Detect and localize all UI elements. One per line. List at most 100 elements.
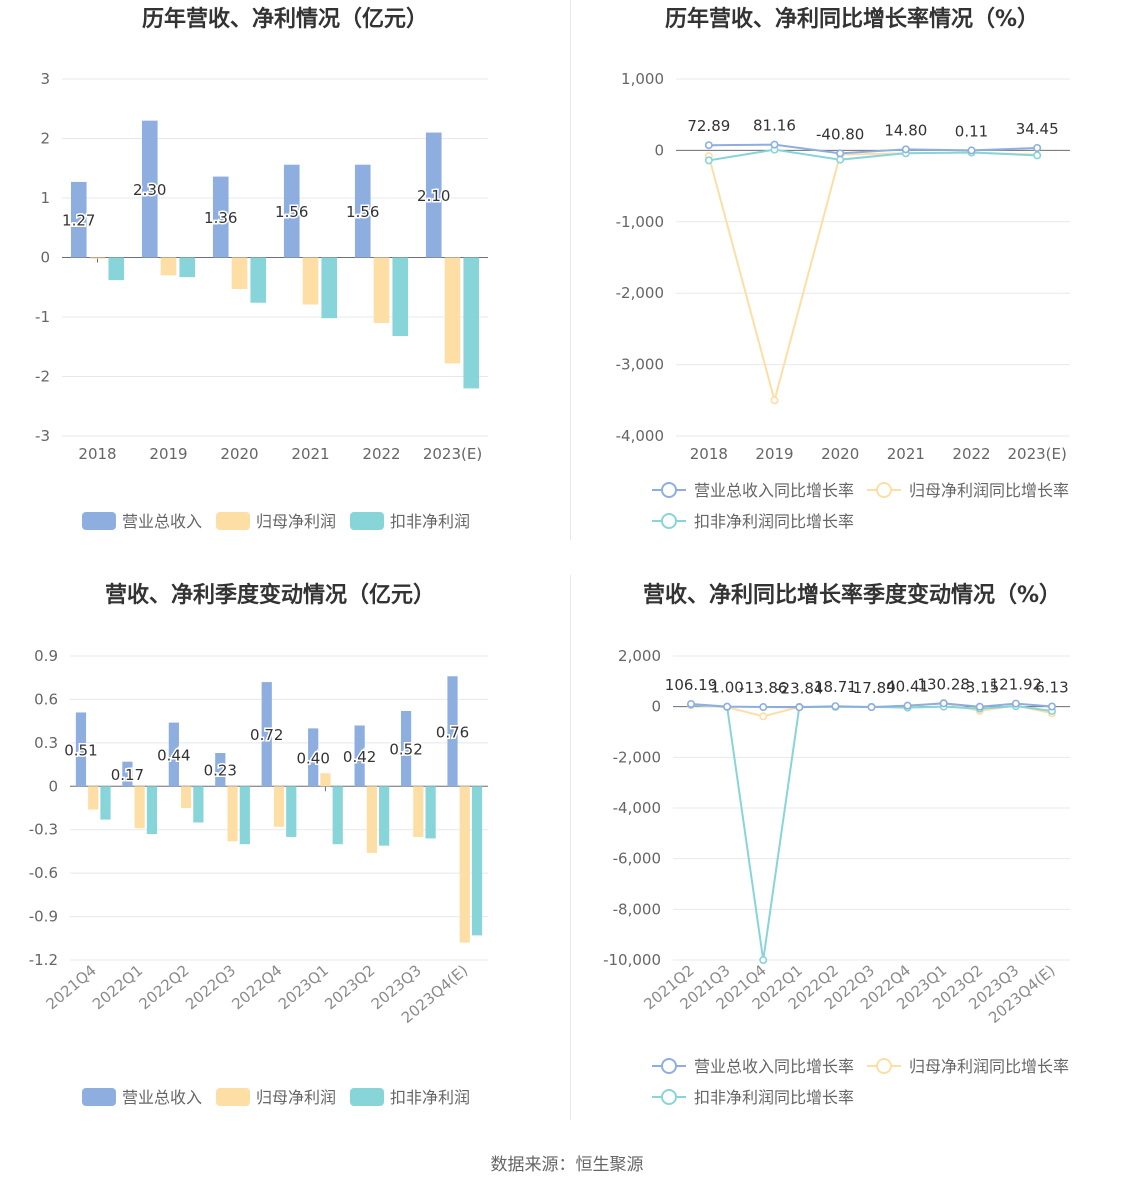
y-tick-label: -1,000: [616, 213, 664, 231]
bar-revenue: [75, 712, 87, 787]
line-value-label: 14.80: [884, 121, 927, 139]
y-tick-label: -6,000: [613, 850, 661, 868]
y-tick-label: 0.9: [34, 647, 58, 665]
bar-net-profit: [320, 773, 331, 787]
data-point: [939, 699, 948, 708]
chart-title: 营收、净利同比增长率季度变动情况（%）: [643, 582, 1061, 608]
series-line: [708, 143, 1038, 155]
bar-net-profit: [134, 786, 145, 829]
line-value-label: 106.19: [665, 676, 718, 694]
line-value-label: -17.89: [847, 679, 895, 697]
bar-revenue: [215, 752, 226, 787]
bar-value-label: 2.10: [417, 187, 450, 205]
bar-value-label: 0.72: [250, 726, 283, 744]
data-point: [795, 703, 804, 712]
legend-label: 归母净利润同比增长率: [909, 1057, 1069, 1076]
bar-revenue: [168, 722, 179, 787]
chart-title: 历年营收、净利同比增长率情况（%）: [665, 6, 1039, 32]
x-tick-label: 2021: [887, 445, 925, 463]
legend-label: 扣非净利润同比增长率: [694, 1088, 854, 1107]
bar-value-label: 0.76: [436, 723, 469, 741]
vertical-divider-bottom: [570, 575, 571, 1120]
bar-deducted-profit: [471, 786, 483, 936]
line-value-label: -40.80: [816, 125, 864, 143]
annual-revenue-profit-bar-chart: 历年营收、净利情况（亿元） 3 2 1 0 -1 -2 -3 2018 2019 2020 2021 2…: [35, 6, 488, 531]
line-value-label: 130.28: [917, 675, 970, 693]
y-tick-label: 0.3: [34, 734, 58, 752]
chart-title: 历年营收、净利情况（亿元）: [142, 6, 428, 32]
bar-value-label: 1.56: [346, 203, 379, 221]
bar-net-profit: [302, 257, 319, 305]
vertical-divider-top: [570, 0, 571, 540]
data-point: [759, 712, 768, 721]
bar-value-label: 0.17: [111, 766, 144, 784]
data-point: [1033, 143, 1042, 152]
y-tick-label: -3,000: [616, 356, 664, 374]
chart-title: 营收、净利季度变动情况（亿元）: [105, 582, 435, 608]
legend-label: 归母净利润同比增长率: [909, 481, 1069, 500]
y-tick-label: -4,000: [613, 799, 661, 817]
legend-swatch: [216, 512, 250, 530]
data-point: [759, 955, 768, 964]
quarterly-growth-rate-line-chart: 营收、净利同比增长率季度变动情况（%） 2,000 0 -2,000 -4,000 -6,…: [603, 582, 1070, 1107]
quarterly-revenue-profit-bar-chart: 营收、净利季度变动情况（亿元） 0.9 0.6 0.3 0 -0.3 -0.6 -0.9 -1.…: [29, 582, 488, 1107]
line-value-label: 81.16: [753, 117, 796, 135]
y-tick-label: 0.6: [34, 690, 58, 708]
legend-marker: [661, 482, 677, 498]
y-tick-label: 2: [40, 130, 50, 148]
x-tick-label: 2018: [690, 445, 728, 463]
bar-net-profit: [444, 257, 461, 364]
y-tick-label: 3: [40, 70, 50, 88]
line-value-label: 18.71: [814, 678, 857, 696]
data-point: [836, 149, 845, 158]
series-line: [708, 148, 1038, 162]
x-tick-label: 2021: [291, 445, 329, 463]
bar-value-label: 0.42: [343, 748, 376, 766]
x-tick-label: 2022Q1: [89, 961, 146, 1013]
y-tick-label: -0.6: [29, 864, 58, 882]
line-value-label: 40.41: [886, 678, 929, 696]
x-tick-label: 2023Q1: [275, 961, 332, 1013]
bar-net-profit: [413, 786, 424, 837]
line-value-label: 34.45: [1016, 120, 1059, 138]
y-tick-label: -4,000: [616, 427, 664, 445]
bar-value-label: 0.51: [64, 741, 97, 759]
bar-value-label: 0.23: [204, 762, 237, 780]
bar-value-label: 1.56: [275, 203, 308, 221]
y-tick-label: -2,000: [616, 284, 664, 302]
line-value-label: -3.15: [960, 679, 999, 697]
legend-marker: [661, 1089, 677, 1105]
x-tick-label: 2019: [755, 445, 793, 463]
y-tick-label: -1.2: [29, 951, 58, 969]
bar-deducted-profit: [463, 257, 480, 389]
bar-deducted-profit: [250, 257, 267, 303]
y-tick-label: 0: [651, 698, 661, 716]
data-point: [770, 396, 779, 405]
bar-deducted-profit: [239, 786, 250, 845]
annual-growth-rate-line-chart: 历年营收、净利同比增长率情况（%） 1,000 0 -1,000 -2,000 -3,00…: [616, 6, 1070, 531]
data-point: [1033, 151, 1042, 160]
legend-marker: [661, 1058, 677, 1074]
bar-revenue: [308, 728, 319, 787]
y-tick-label: -2,000: [613, 748, 661, 766]
y-tick-label: 0: [40, 249, 50, 267]
bar-deducted-profit: [392, 257, 409, 337]
bar-deducted-profit: [321, 257, 338, 319]
y-tick-label: -10,000: [603, 951, 661, 969]
bar-deducted-profit: [425, 786, 436, 839]
y-tick-label: -1: [35, 308, 50, 326]
y-tick-label: 0: [48, 777, 58, 795]
legend-swatch: [350, 512, 384, 530]
legend-label: 营业总收入: [122, 512, 202, 531]
legend-marker: [661, 513, 677, 529]
bar-net-profit: [89, 257, 106, 259]
legend-label: 扣非净利润同比增长率: [694, 512, 854, 531]
bar-revenue: [425, 132, 442, 258]
bar-revenue: [141, 120, 158, 258]
bar-deducted-profit: [146, 786, 158, 835]
data-point: [1047, 702, 1056, 711]
data-point: [831, 702, 840, 711]
bar-net-profit: [231, 257, 248, 290]
x-tick-label: 2020: [821, 445, 859, 463]
